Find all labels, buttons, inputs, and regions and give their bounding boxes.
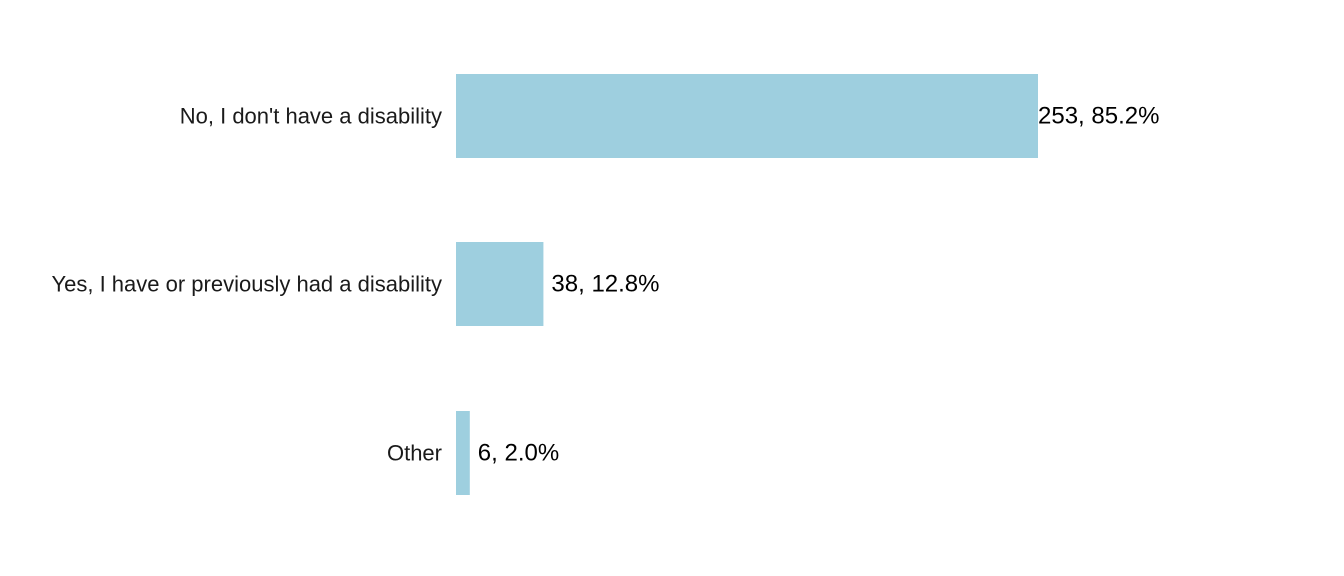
data-labels-group: 253, 85.2% 38, 12.8% 6, 2.0% xyxy=(478,103,1160,467)
bar xyxy=(456,242,544,326)
category-labels-group: No, I don't have a disability Yes, I have… xyxy=(51,104,442,466)
bar xyxy=(456,74,1038,158)
data-label: 6, 2.0% xyxy=(478,440,559,467)
bars-group xyxy=(456,74,1038,495)
category-label: No, I don't have a disability xyxy=(180,104,442,129)
bar xyxy=(456,411,470,495)
category-label: Other xyxy=(387,441,442,466)
data-label: 253, 85.2% xyxy=(1038,103,1159,130)
data-label: 38, 12.8% xyxy=(551,271,659,298)
category-label: Yes, I have or previously had a disabili… xyxy=(51,272,442,297)
